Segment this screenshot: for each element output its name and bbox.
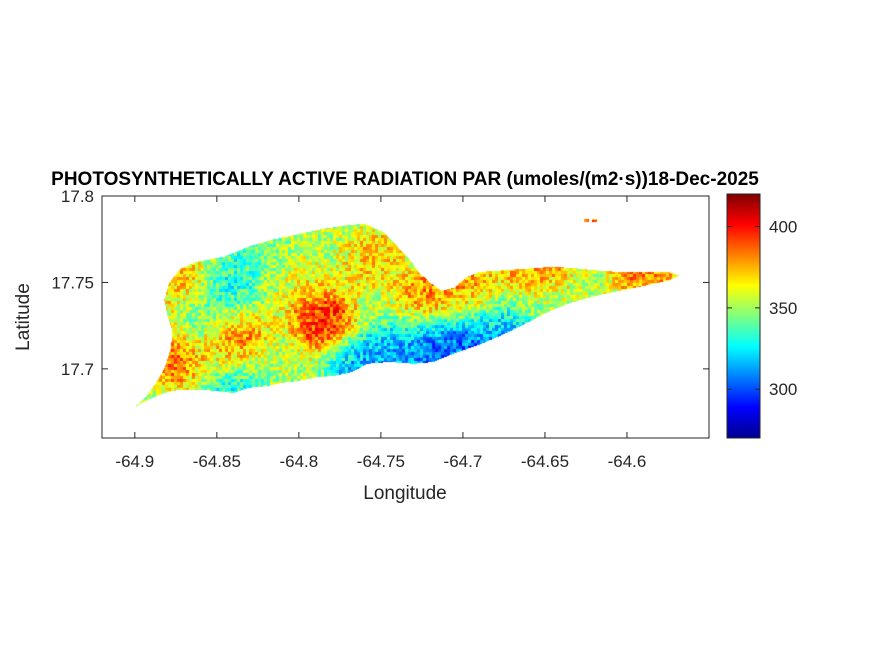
axes-box <box>101 195 710 439</box>
y-axis-ticks: 17.7 17.75 17.8 <box>51 187 709 379</box>
x-tick-label: -64.8 <box>279 452 318 471</box>
colorbar-tick-label: 400 <box>769 218 797 237</box>
y-tick-label: 17.8 <box>61 187 94 206</box>
y-tick-label: 17.7 <box>61 360 94 379</box>
colorbar-ticks: 300 350 400 <box>727 218 797 399</box>
colorbar-tick-label: 350 <box>769 299 797 318</box>
y-tick-label: 17.75 <box>51 273 94 292</box>
chart-title: PHOTOSYNTHETICALLY ACTIVE RADIATION PAR … <box>51 169 759 190</box>
x-tick-label: -64.7 <box>444 452 483 471</box>
x-tick-label: -64.75 <box>357 452 405 471</box>
plot-area: -64.9 -64.85 -64.8 -64.75 -64.7 -64.65 -64.6 1… <box>51 187 710 471</box>
x-axis-ticks: -64.9 -64.85 -64.8 -64.75 -64.7 -64.65 -64.6 <box>115 196 646 471</box>
x-tick-label: -64.9 <box>115 452 154 471</box>
colorbar: 300 350 400 <box>726 193 797 439</box>
x-tick-label: -64.65 <box>521 452 569 471</box>
x-tick-label: -64.85 <box>193 452 241 471</box>
y-axis-label: Latitude <box>13 283 34 351</box>
colorbar-gradient <box>726 193 761 439</box>
x-tick-label: -64.6 <box>608 452 647 471</box>
par-heatmap-image <box>102 196 709 438</box>
colorbar-tick-label: 300 <box>769 380 797 399</box>
x-axis-label: Longitude <box>363 483 446 504</box>
